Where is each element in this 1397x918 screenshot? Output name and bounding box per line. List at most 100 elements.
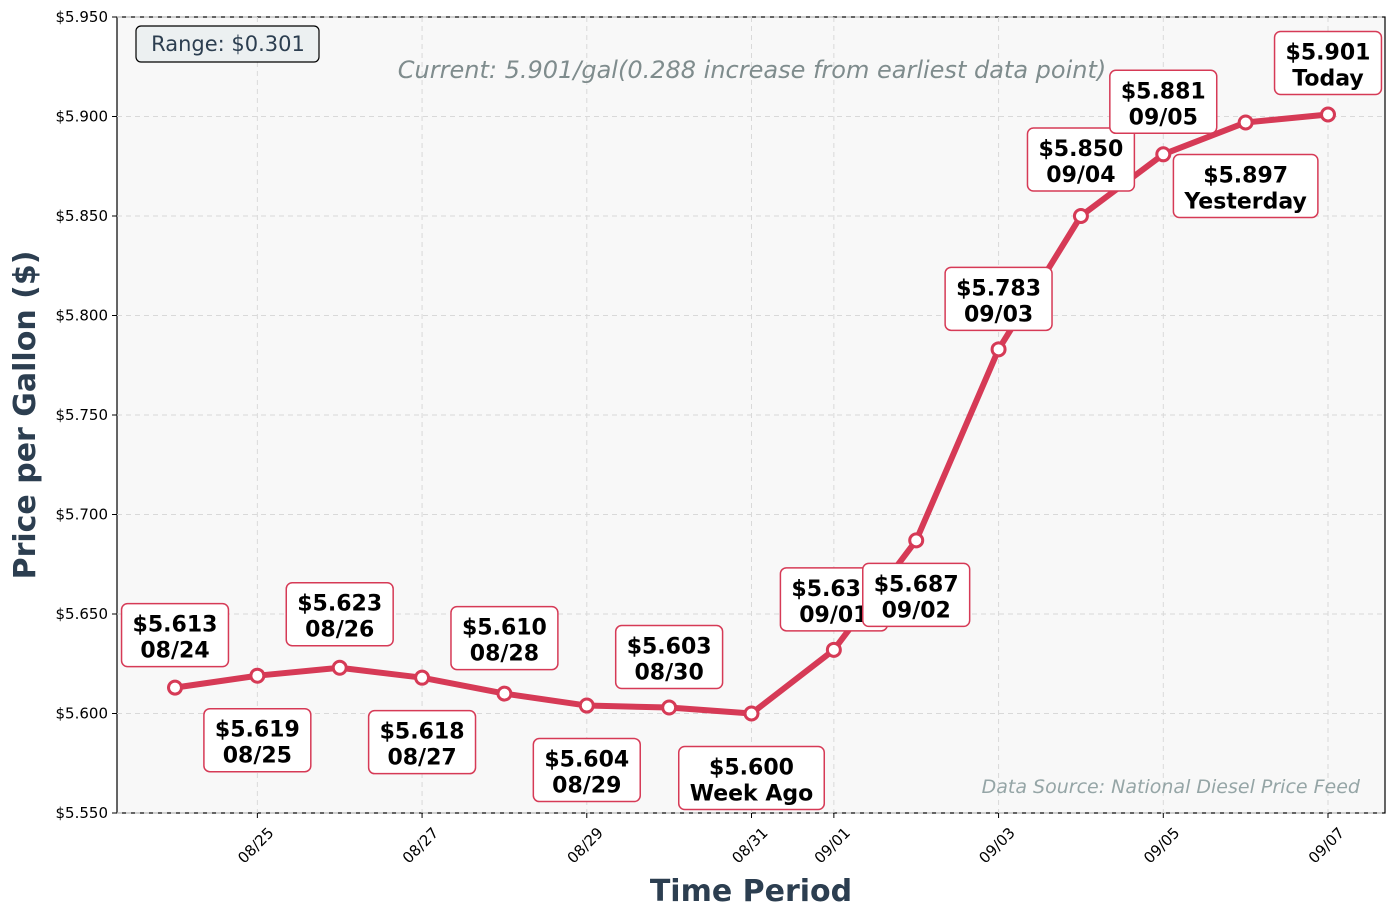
data-point <box>743 705 760 722</box>
data-point <box>1320 106 1336 123</box>
data-label-price: $5.603 <box>627 635 712 660</box>
data-label-box <box>1026 127 1136 192</box>
data-label-price: $5.897 <box>1203 163 1288 188</box>
range-box: Range: $0.301 <box>135 25 320 63</box>
data-label-date: 09/04 <box>1046 163 1115 188</box>
x-tick-label: 08/29 <box>564 824 607 867</box>
data-label-box <box>285 581 394 647</box>
data-label-date: 08/24 <box>140 639 209 664</box>
data-label-date: 08/25 <box>223 744 292 769</box>
source-note: Data Source: National Diesel Price Feed <box>982 776 1361 798</box>
data-point <box>1155 146 1172 163</box>
x-tick-label: 09/01 <box>811 824 854 867</box>
y-tick-label: $5.750 <box>56 406 109 424</box>
data-label-price: $5.850 <box>1038 137 1123 162</box>
annotations: $5.61308/24$5.61908/25$5.62308/26$5.6180… <box>120 30 1383 811</box>
data-label-price: $5.881 <box>1121 79 1206 104</box>
data-label-price: $5.604 <box>544 748 629 773</box>
data-point <box>167 679 183 696</box>
data-label-price: $5.783 <box>956 276 1041 301</box>
range-box-text: Range: $0.301 <box>151 32 305 56</box>
data-label-date: Yesterday <box>1183 189 1306 214</box>
data-label-box <box>677 745 826 811</box>
data-label-date: 09/05 <box>1129 105 1198 130</box>
data-label-date: 09/01 <box>799 603 868 628</box>
x-tick-label: 09/03 <box>975 824 1018 867</box>
x-axis: 08/25 08/27 08/29 08/31 09/01 09/03 09/05 09/07 <box>234 813 1348 867</box>
data-label-date: 08/29 <box>552 774 621 799</box>
data-point <box>249 667 266 684</box>
data-label-date: 08/30 <box>635 661 704 686</box>
data-point <box>825 641 842 658</box>
data-point <box>496 685 513 702</box>
data-label-date: 08/28 <box>470 642 539 667</box>
series-points <box>167 106 1336 722</box>
data-label-price: $5.687 <box>874 572 959 597</box>
data-label-date: 09/02 <box>882 598 951 623</box>
data-label-price: $5.618 <box>380 720 465 745</box>
data-label-price: $5.610 <box>462 616 547 641</box>
y-axis-title: Price per Gallon ($) <box>8 251 43 580</box>
y-tick-label: $5.800 <box>56 307 109 325</box>
data-label-date: Week Ago <box>690 782 814 807</box>
data-label-box <box>120 602 230 668</box>
grid <box>117 16 1385 814</box>
x-tick-label: 08/25 <box>234 824 277 867</box>
x-tick-label: 09/05 <box>1140 824 1183 867</box>
y-axis: $5.550 $5.600 $5.650 $5.700 $5.750 $5.800 $5.8… <box>56 8 117 822</box>
data-label-date: 09/03 <box>964 302 1033 327</box>
data-label-box <box>1273 30 1383 96</box>
data-point <box>1237 114 1254 131</box>
data-label-price: $5.600 <box>709 756 794 781</box>
data-label-price: $5.623 <box>297 592 382 617</box>
data-point <box>990 341 1007 358</box>
x-tick-label: 08/27 <box>399 824 442 867</box>
y-tick-label: $5.650 <box>56 605 109 623</box>
data-point <box>331 659 348 676</box>
data-label-date: 08/26 <box>305 618 374 643</box>
data-point <box>1072 208 1089 224</box>
data-label-box <box>1109 69 1218 135</box>
data-point <box>414 669 431 686</box>
y-tick-label: $5.700 <box>56 506 109 524</box>
y-tick-label: $5.850 <box>56 207 109 225</box>
data-point <box>661 699 678 716</box>
subtitle: Current: 5.901/gal(0.288 increase from e… <box>398 56 1106 84</box>
data-point <box>578 697 595 714</box>
data-label-price: $5.901 <box>1286 41 1371 66</box>
data-label-box <box>614 624 724 690</box>
x-tick-label: 08/31 <box>728 824 771 867</box>
x-tick-label: 09/07 <box>1305 824 1348 867</box>
data-label-box <box>944 266 1053 332</box>
data-label-box <box>367 709 477 775</box>
data-label-box <box>532 737 641 803</box>
x-axis-title: Time Period <box>650 874 852 909</box>
y-tick-label: $5.950 <box>56 8 109 26</box>
data-label-price: $5.619 <box>215 718 300 743</box>
data-label-price: $5.613 <box>133 613 218 638</box>
data-label-box <box>1172 153 1319 219</box>
data-label-box <box>203 707 312 773</box>
y-tick-label: $5.600 <box>56 705 109 723</box>
data-label-date: Today <box>1292 67 1363 92</box>
data-label-date: 08/27 <box>387 746 456 771</box>
y-tick-label: $5.900 <box>56 108 109 126</box>
y-tick-label: $5.550 <box>56 804 109 822</box>
data-label-box <box>450 605 559 671</box>
